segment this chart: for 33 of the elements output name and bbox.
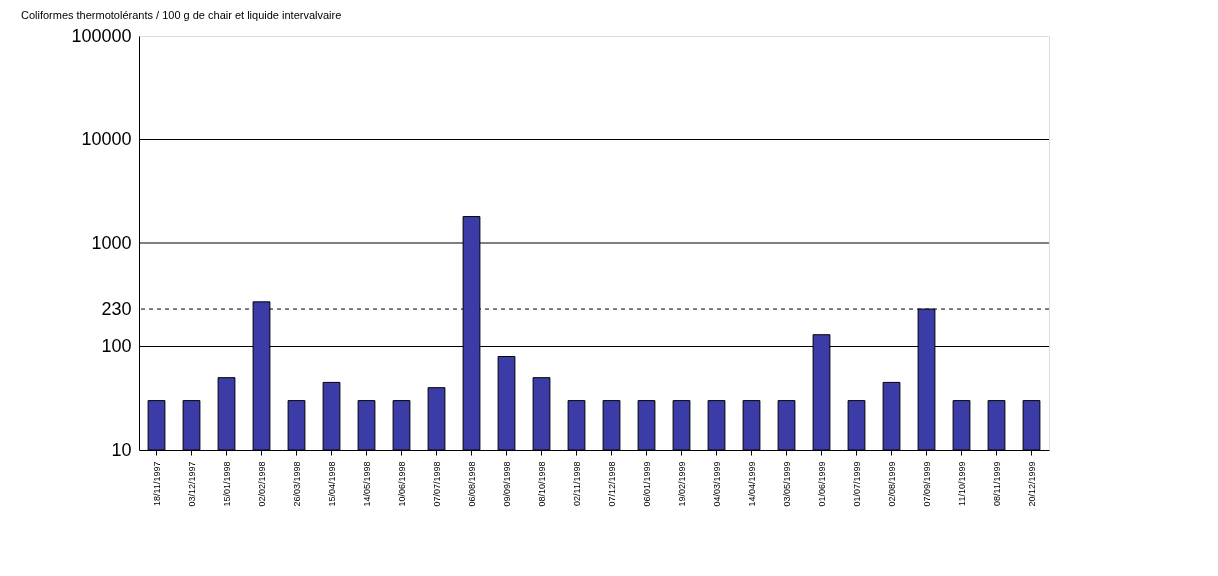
y-tick-label: 100000 bbox=[71, 25, 132, 46]
x-tick-label: 09/09/1998 bbox=[501, 461, 512, 507]
x-tick-label: 02/11/1998 bbox=[571, 461, 582, 506]
x-tick-label: 14/04/1999 bbox=[746, 461, 757, 507]
x-tick-label: 07/07/1998 bbox=[431, 461, 442, 507]
x-tick-label: 15/01/1998 bbox=[221, 461, 232, 507]
y-tick-label: 10000 bbox=[81, 129, 132, 149]
x-tick-label: 26/03/1998 bbox=[291, 461, 302, 507]
x-tick-label: 19/02/1999 bbox=[676, 461, 687, 507]
x-tick-label: 08/10/1998 bbox=[536, 461, 547, 507]
x-tick-label: 02/02/1998 bbox=[256, 461, 267, 507]
x-tick-label: 18/11/1997 bbox=[151, 461, 162, 506]
y-tick-label: 1000 bbox=[91, 232, 132, 253]
x-tick-label: 11/10/1999 bbox=[956, 461, 967, 506]
x-tick-label: 07/09/1999 bbox=[921, 461, 932, 507]
x-tick-label: 08/11/1999 bbox=[991, 461, 1002, 506]
x-tick-label: 01/07/1999 bbox=[851, 461, 862, 507]
x-tick-label: 20/12/1999 bbox=[1026, 461, 1037, 507]
x-tick-label: 03/12/1997 bbox=[186, 461, 197, 507]
y-tick-label: 100 bbox=[101, 336, 132, 356]
x-tick-label: 01/06/1999 bbox=[816, 461, 827, 507]
chart-title: Coliformes thermotolérants / 100 g de chair et liquide intervalvaire bbox=[20, 9, 342, 21]
x-tick-label: 07/12/1998 bbox=[606, 461, 617, 507]
x-tick-label: 06/01/1999 bbox=[641, 461, 652, 507]
x-tick-label: 10/06/1998 bbox=[396, 461, 407, 507]
x-tick-label: 06/08/1998 bbox=[466, 461, 477, 507]
x-tick-label: 02/08/1999 bbox=[886, 461, 897, 507]
x-tick-label: 04/03/1999 bbox=[711, 461, 722, 507]
x-tick-label: 03/05/1999 bbox=[781, 461, 792, 507]
x-tick-label: 15/04/1998 bbox=[326, 461, 337, 507]
y-tick-label: 10 bbox=[111, 439, 132, 460]
y-tick-label: 230 bbox=[101, 298, 132, 319]
x-tick-label: 14/05/1998 bbox=[361, 461, 372, 507]
